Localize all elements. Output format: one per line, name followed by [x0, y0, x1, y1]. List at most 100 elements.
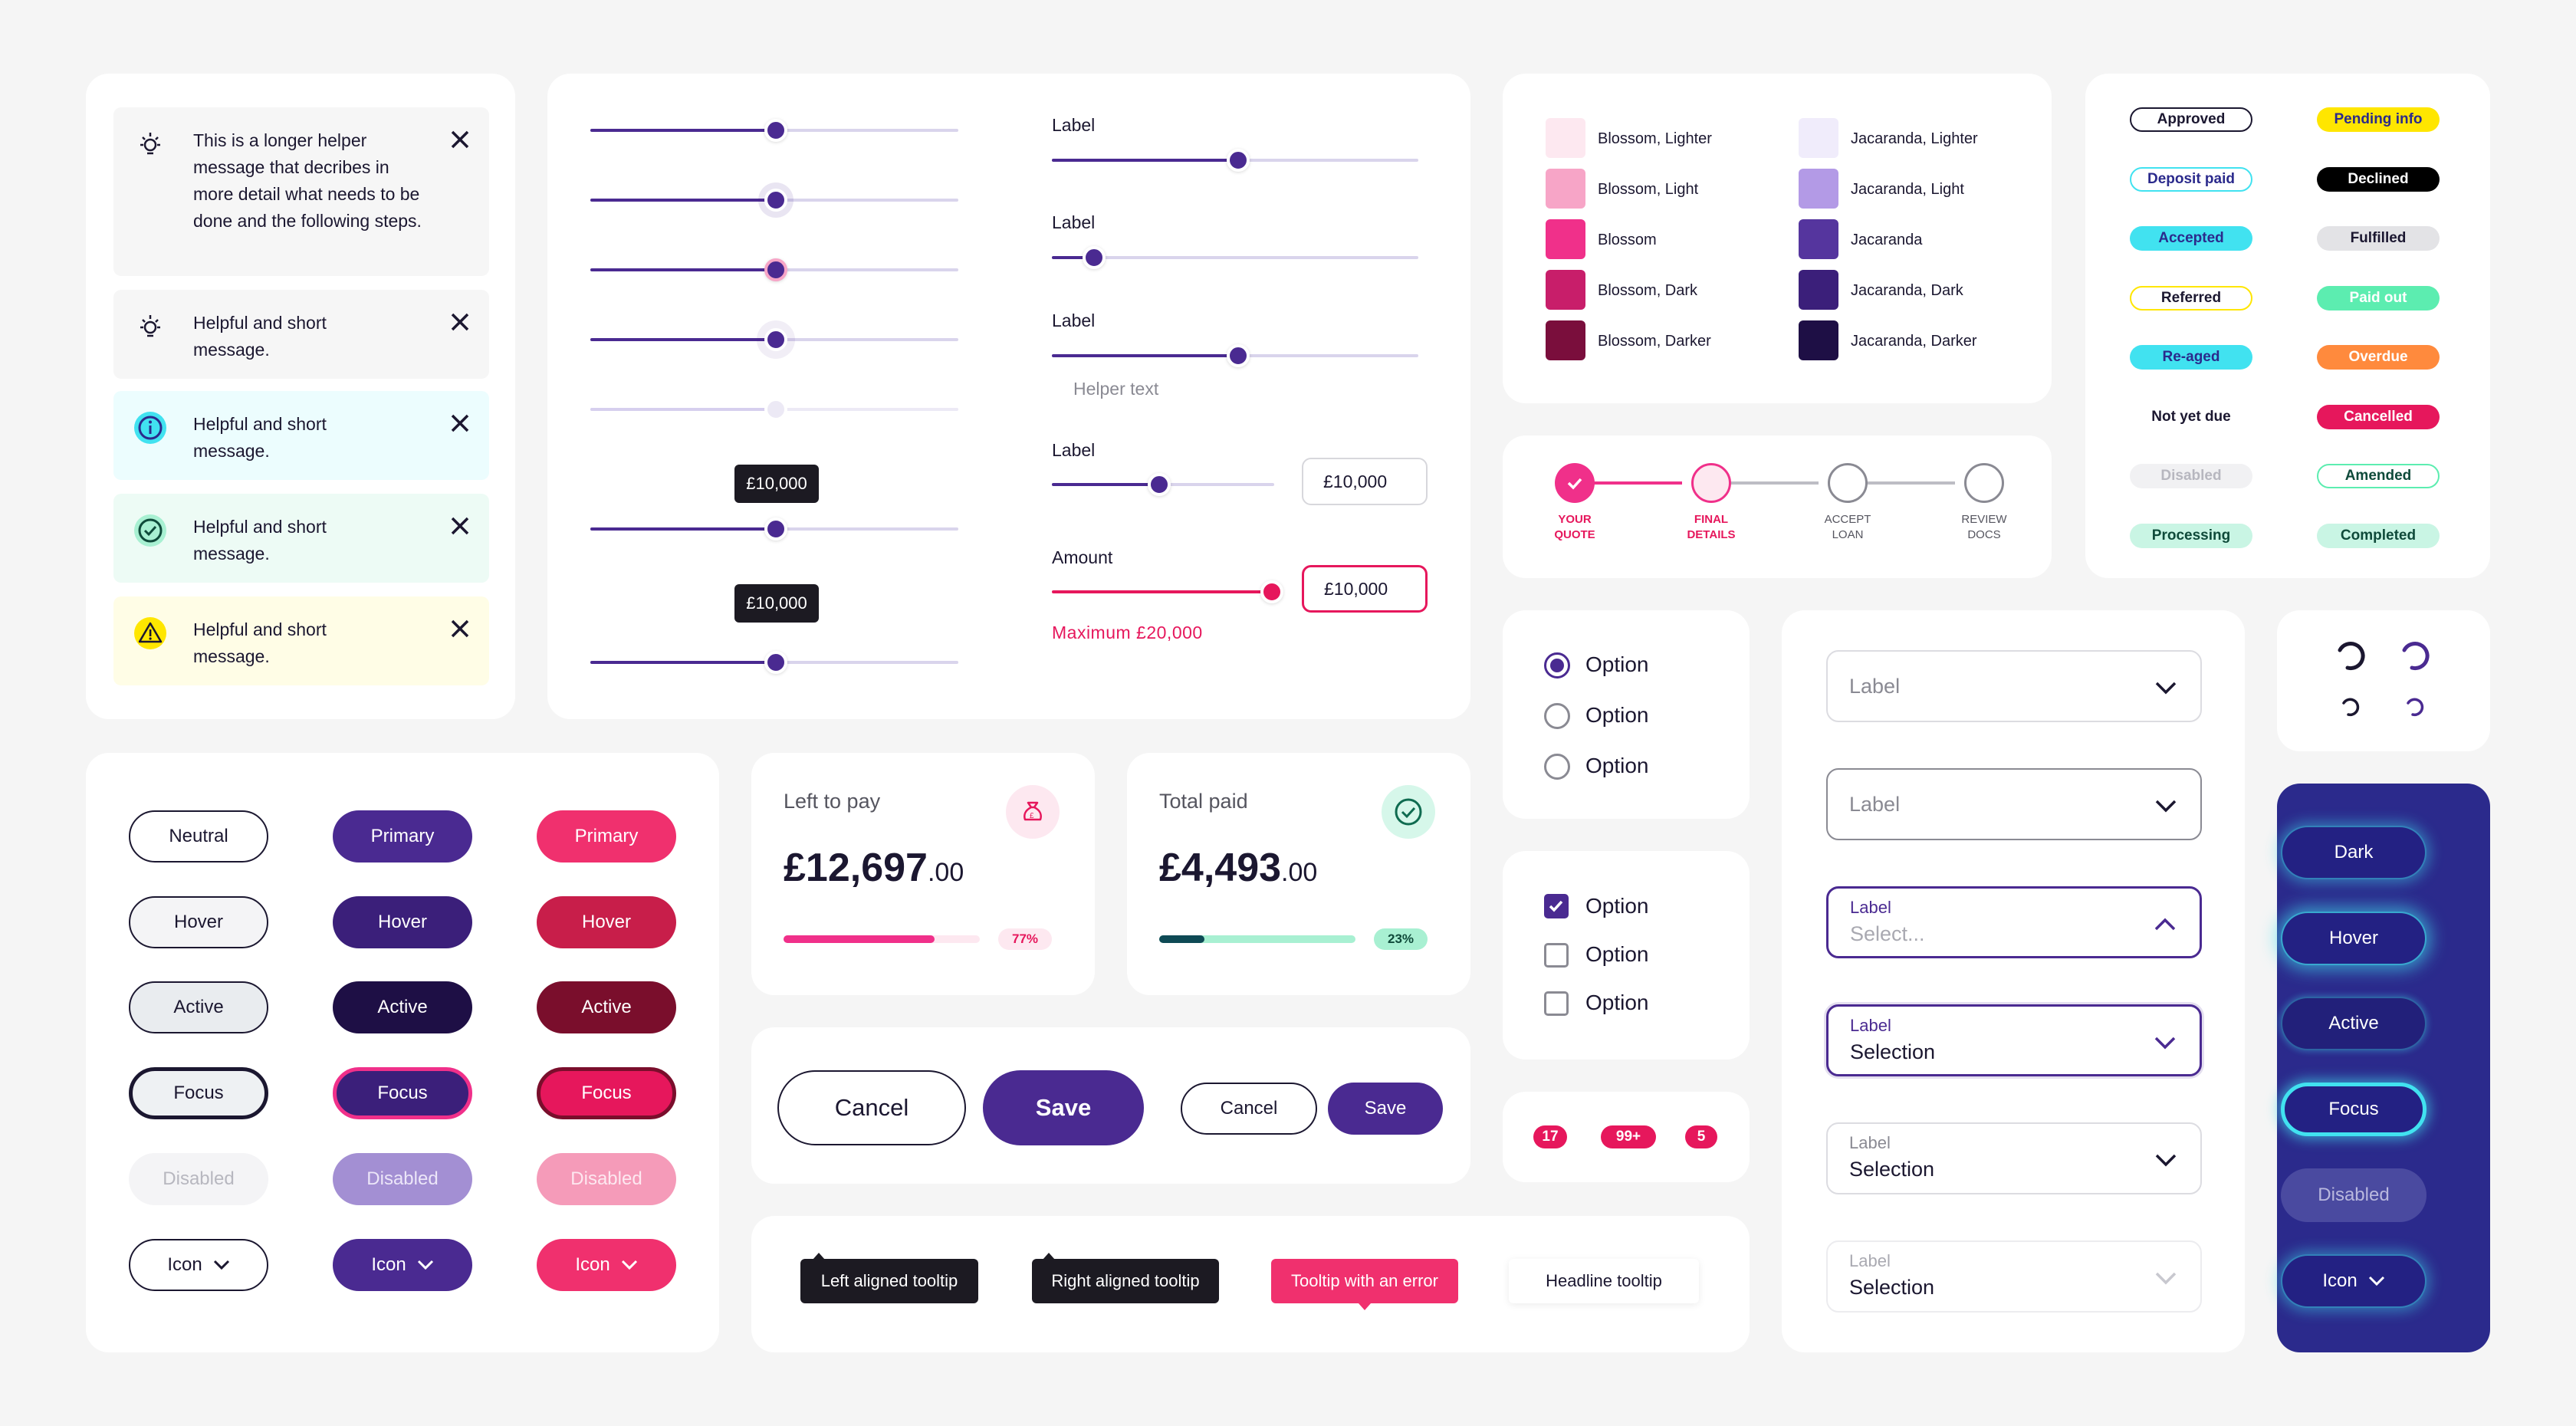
cancel-button-small[interactable]: Cancel: [1181, 1083, 1317, 1135]
step-2-current[interactable]: [1691, 463, 1731, 503]
color-swatch: [1799, 169, 1838, 209]
color-swatch: [1799, 219, 1838, 259]
neutral-button-hover[interactable]: Hover: [129, 896, 268, 948]
slider-label: Label: [1052, 310, 1096, 330]
status-badge: Cancelled: [2317, 404, 2440, 429]
color-swatches-card: Blossom, Lighter Blossom, Light Blossom Blo…: [1503, 74, 2052, 403]
alert-info: Helpful and short message.: [113, 391, 489, 480]
slider-handle[interactable]: [764, 258, 787, 281]
slider-handle[interactable]: [1227, 149, 1250, 172]
magenta-button-active[interactable]: Active: [537, 981, 676, 1033]
slider-handle[interactable]: [1083, 246, 1106, 269]
slider-handle[interactable]: [764, 189, 787, 212]
primary-button-hover[interactable]: Hover: [333, 896, 472, 948]
stat-amount: £4,493.00: [1159, 845, 1317, 891]
save-button-large[interactable]: Save: [983, 1070, 1144, 1145]
primary-button-focus[interactable]: Focus: [333, 1067, 472, 1119]
primary-button[interactable]: Primary: [333, 810, 472, 863]
slider-label: Label: [1052, 440, 1096, 460]
select-filled[interactable]: Label Selection: [1826, 1122, 2202, 1194]
tooltip-arrow: [1043, 1253, 1055, 1260]
primary-button-active[interactable]: Active: [333, 981, 472, 1033]
neutral-button[interactable]: Neutral: [129, 810, 268, 863]
dark-button-icon[interactable]: Icon: [2281, 1254, 2426, 1308]
status-badge: Overdue: [2317, 345, 2440, 370]
alert-long: This is a longer helper message that dec…: [113, 107, 489, 276]
select-focus[interactable]: Label Selection: [1826, 1004, 2202, 1076]
color-swatch-label: Blossom, Light: [1598, 181, 1699, 198]
amount-input-error[interactable]: £10,000: [1302, 565, 1428, 613]
alerts-card: This is a longer helper message that dec…: [86, 74, 515, 719]
neutral-button-icon[interactable]: Icon: [129, 1239, 268, 1291]
close-icon[interactable]: [445, 124, 475, 155]
dark-button-hover[interactable]: Hover: [2281, 912, 2426, 965]
checkbox[interactable]: [1544, 943, 1569, 968]
select-label: Label: [1850, 898, 1891, 917]
dark-button-focus[interactable]: Focus: [2281, 1083, 2426, 1136]
slider-handle[interactable]: [1227, 344, 1250, 367]
save-button-small[interactable]: Save: [1328, 1083, 1443, 1135]
dark-button-disabled: Disabled: [2281, 1168, 2426, 1222]
chevron-down-icon: [417, 1260, 433, 1270]
radio-card: Option Option Option: [1503, 610, 1750, 819]
progress-percent: 23%: [1374, 928, 1428, 950]
neutral-button-active[interactable]: Active: [129, 981, 268, 1033]
status-badge: Accepted: [2130, 226, 2252, 251]
counter-value: 99+: [1615, 1129, 1641, 1145]
counter-badge: 99+: [1601, 1125, 1656, 1148]
step-label: FINAL DETAILS: [1673, 512, 1750, 543]
slider-handle-error[interactable]: [1260, 580, 1283, 603]
close-icon[interactable]: [445, 307, 475, 337]
cancel-button-large[interactable]: Cancel: [777, 1070, 966, 1145]
step-label: REVIEW DOCS: [1946, 512, 2022, 543]
select-open[interactable]: Label Select...: [1826, 886, 2202, 958]
neutral-button-focus[interactable]: Focus: [129, 1067, 268, 1119]
radio-selected[interactable]: [1544, 652, 1570, 678]
slider-handle[interactable]: [764, 651, 787, 674]
slider-handle[interactable]: [764, 119, 787, 142]
magenta-button-focus[interactable]: Focus: [537, 1067, 676, 1119]
close-icon[interactable]: [445, 613, 475, 644]
dark-button[interactable]: Dark: [2281, 826, 2426, 879]
select-default[interactable]: Label: [1826, 650, 2202, 722]
action-buttons-card: Cancel Save Cancel Save: [751, 1027, 1470, 1184]
primary-button-icon[interactable]: Icon: [333, 1239, 472, 1291]
step-4[interactable]: [1964, 463, 2004, 503]
slider-fill: [590, 268, 776, 271]
magenta-button-hover[interactable]: Hover: [537, 896, 676, 948]
magenta-button-icon[interactable]: Icon: [537, 1239, 676, 1291]
color-swatch-label: Jacaranda, Light: [1851, 181, 1964, 198]
alert-message: This is a longer helper message that dec…: [193, 130, 422, 231]
checkbox-label: Option: [1585, 942, 1649, 966]
dark-button-active[interactable]: Active: [2281, 997, 2426, 1050]
tooltip-text: Tooltip with an error: [1291, 1271, 1438, 1290]
step-3[interactable]: [1828, 463, 1868, 503]
select-hover[interactable]: Label: [1826, 768, 2202, 840]
status-badge: Deposit paid: [2130, 166, 2252, 192]
step-label: YOUR QUOTE: [1536, 512, 1613, 543]
magenta-button[interactable]: Primary: [537, 810, 676, 863]
slider-label: Label: [1052, 212, 1096, 232]
close-icon[interactable]: [445, 511, 475, 541]
step-label-line: DOCS: [1967, 528, 2001, 541]
checkbox[interactable]: [1544, 991, 1569, 1016]
stepper-card: YOUR QUOTE FINAL DETAILS ACCEPT LOAN REVIEW…: [1503, 435, 2052, 578]
slider-value-input[interactable]: £10,000: [1302, 458, 1428, 505]
checkbox-checked[interactable]: [1544, 894, 1569, 918]
step-1-done[interactable]: [1555, 463, 1595, 503]
slider-handle[interactable]: [1148, 473, 1171, 496]
slider-handle[interactable]: [764, 518, 787, 540]
alert-message: Helpful and short message.: [193, 414, 327, 461]
radio-dot: [1550, 659, 1564, 672]
stat-amount: £12,697.00: [784, 845, 964, 891]
progress-track: [1159, 935, 1355, 943]
radio[interactable]: [1544, 754, 1570, 780]
progress-percent: 77%: [998, 928, 1052, 950]
tooltip-text: Right aligned tooltip: [1051, 1271, 1200, 1290]
alert-message: Helpful and short message.: [193, 619, 327, 666]
info-icon: [132, 409, 169, 446]
slider-handle[interactable]: [764, 328, 787, 351]
close-icon[interactable]: [445, 408, 475, 439]
selects-card: [1782, 610, 2245, 1352]
radio[interactable]: [1544, 703, 1570, 729]
